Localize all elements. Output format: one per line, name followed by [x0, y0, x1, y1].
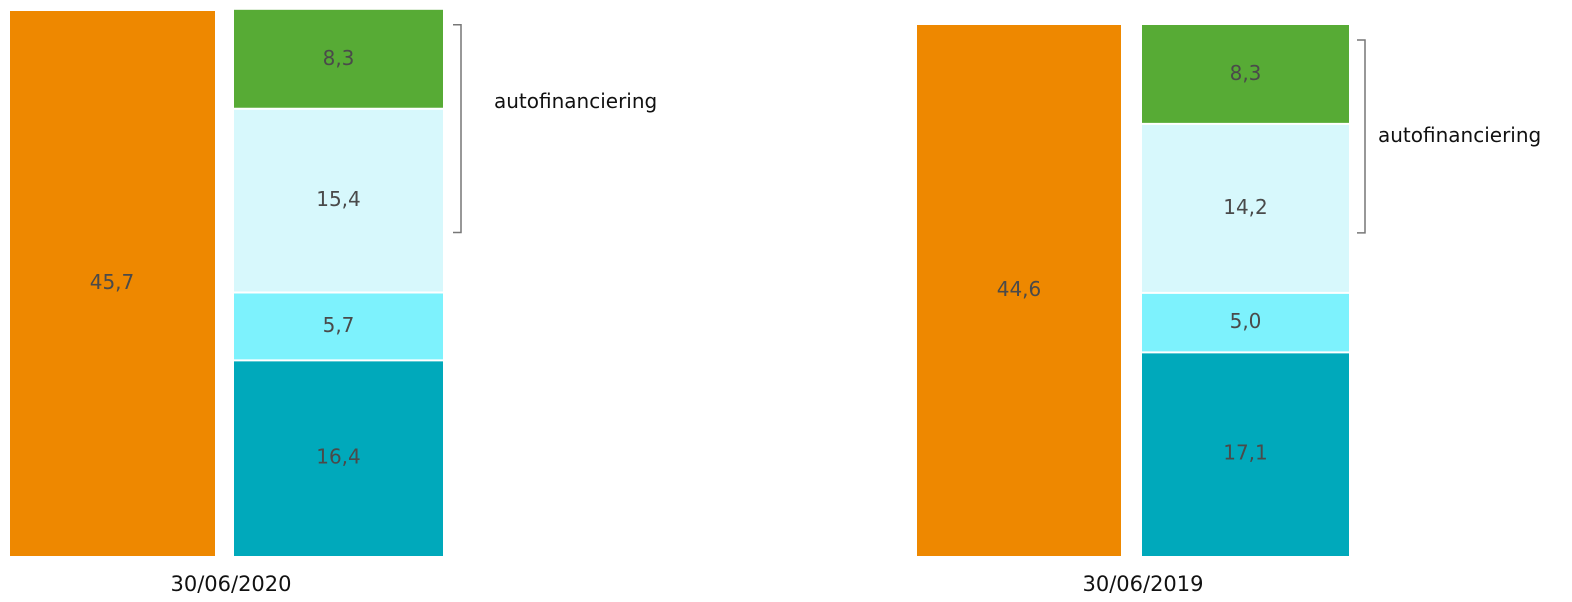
stack-segment-1-1 — [1142, 123, 1349, 293]
stack-segment-1-0 — [1142, 25, 1349, 124]
stack-segment-label-0-2: 5,7 — [323, 313, 355, 337]
stack-segment-1-3 — [1142, 352, 1349, 556]
stack-segment-label-1-0: 8,3 — [1230, 61, 1262, 85]
stack-segment-0-0 — [234, 9, 443, 109]
stack-segment-label-1-1: 14,2 — [1223, 195, 1268, 219]
autofinanciering-bracket-0 — [453, 24, 462, 234]
left-bar-label-0: 45,7 — [90, 270, 135, 294]
stack-segment-label-1-3: 17,1 — [1223, 441, 1268, 465]
autofinanciering-bracket-1 — [1357, 39, 1366, 234]
left-bar-label-1: 44,6 — [997, 277, 1042, 301]
stack-segment-label-0-1: 15,4 — [316, 187, 361, 211]
autofinanciering-label-1: autofinanciering — [1378, 123, 1541, 147]
date-label-0: 30/06/2020 — [170, 572, 291, 596]
left-bar-0 — [10, 11, 215, 556]
stack-segment-1-2 — [1142, 292, 1349, 353]
left-bar-1 — [917, 25, 1121, 556]
stack-segment-label-1-2: 5,0 — [1230, 309, 1262, 333]
autofinanciering-label-0: autofinanciering — [494, 89, 657, 113]
stack-segment-0-1 — [234, 108, 443, 293]
date-label-1: 30/06/2019 — [1082, 572, 1203, 596]
stack-segment-label-0-3: 16,4 — [316, 445, 361, 469]
stack-segment-label-0-0: 8,3 — [323, 46, 355, 70]
stack-segment-0-2 — [234, 292, 443, 361]
stack-segment-0-3 — [234, 360, 443, 556]
